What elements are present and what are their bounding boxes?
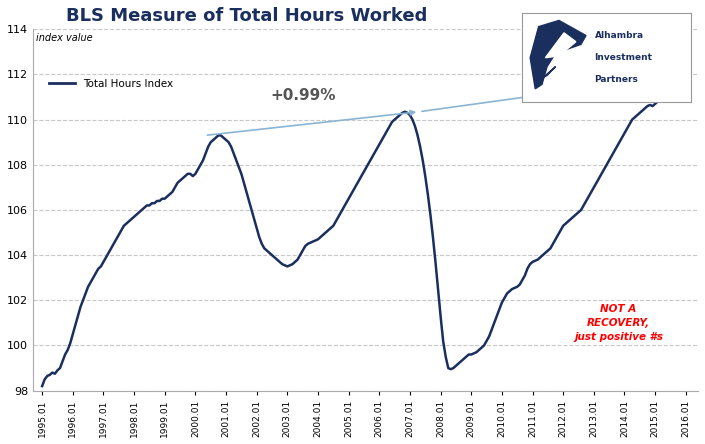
Polygon shape [535,67,556,84]
Polygon shape [546,33,576,58]
Polygon shape [530,20,586,89]
Text: Investment: Investment [594,53,652,62]
Text: Alhambra: Alhambra [594,31,644,40]
Legend: Total Hours Index: Total Hours Index [45,74,178,93]
Text: +2.31%: +2.31% [537,63,602,78]
Text: Partners: Partners [594,75,638,84]
Text: +0.99%: +0.99% [270,87,336,103]
Text: index value: index value [36,33,93,43]
Text: BLS Measure of Total Hours Worked: BLS Measure of Total Hours Worked [66,7,427,25]
Text: NOT A
RECOVERY,
just positive #s: NOT A RECOVERY, just positive #s [574,304,663,342]
